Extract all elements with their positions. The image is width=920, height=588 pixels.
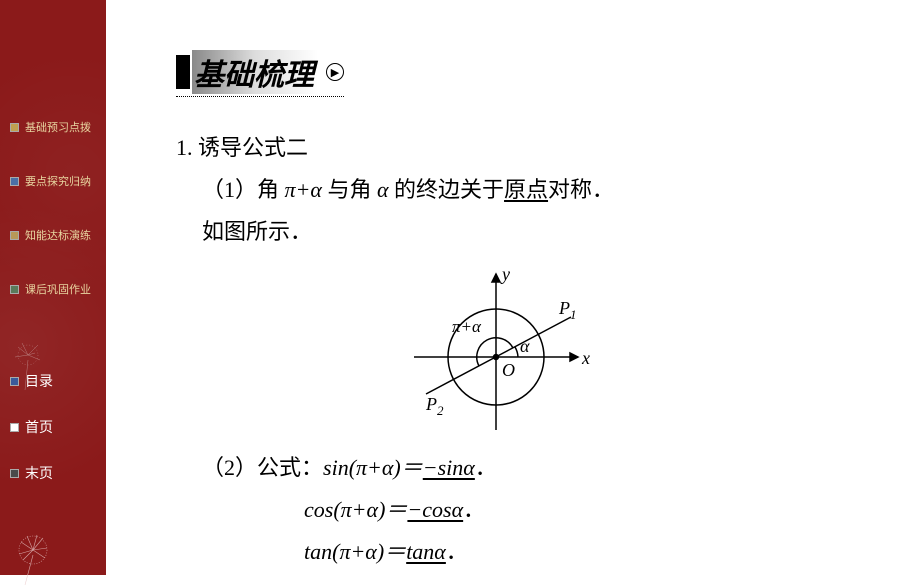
svg-text:α: α bbox=[520, 336, 530, 356]
content-area: 基础梳理 ▶ 1. 诱导公式二 （1）角 π+α 与角 α 的终边关于原点对称．… bbox=[106, 0, 920, 575]
nav-toc[interactable]: 目录 bbox=[0, 367, 106, 395]
formula-line-1: （2）公式：sin(π+α)＝−sinα． bbox=[202, 447, 920, 489]
sidebar-item-2[interactable]: 知能达标演练 bbox=[0, 223, 106, 247]
sidebar-item-label: 课后巩固作业 bbox=[25, 281, 91, 297]
sidebar-item-label: 知能达标演练 bbox=[25, 227, 91, 243]
formula-block: （2）公式：sin(π+α)＝−sinα． cos(π+α)＝−cosα． ta… bbox=[176, 447, 920, 572]
heading-bar-icon bbox=[176, 55, 190, 89]
play-arrow-icon: ▶ bbox=[326, 63, 344, 81]
sub-item-1: （1）角 π+α 与角 α 的终边关于原点对称． bbox=[202, 169, 920, 211]
bullet-icon bbox=[10, 123, 19, 132]
svg-text:π+α: π+α bbox=[452, 317, 482, 336]
bullet-icon bbox=[10, 285, 19, 294]
nav-label: 目录 bbox=[25, 371, 53, 391]
bullet-icon bbox=[10, 377, 19, 386]
item-title: 1. 诱导公式二 bbox=[176, 127, 920, 169]
sidebar-item-label: 基础预习点拨 bbox=[25, 119, 91, 135]
formula-line-3: tan(π+α)＝tanα． bbox=[304, 531, 920, 573]
sidebar-item-1[interactable]: 要点探究归纳 bbox=[0, 169, 106, 193]
sidebar-item-3[interactable]: 课后巩固作业 bbox=[0, 277, 106, 301]
nav-label: 末页 bbox=[25, 463, 53, 483]
bullet-icon bbox=[10, 177, 19, 186]
section-heading: 基础梳理 ▶ bbox=[176, 50, 344, 97]
sidebar: 基础预习点拨 要点探究归纳 知能达标演练 课后巩固作业 目录 首页 bbox=[0, 0, 106, 575]
sidebar-top-nav: 基础预习点拨 要点探究归纳 知能达标演练 课后巩固作业 bbox=[0, 115, 106, 301]
sidebar-item-label: 要点探究归纳 bbox=[25, 173, 91, 189]
svg-text:1: 1 bbox=[570, 307, 577, 322]
bullet-icon bbox=[10, 469, 19, 478]
formula-line-2: cos(π+α)＝−cosα． bbox=[304, 489, 920, 531]
nav-end[interactable]: 末页 bbox=[0, 459, 106, 487]
svg-text:P: P bbox=[558, 298, 570, 318]
bullet-icon bbox=[10, 423, 19, 432]
svg-text:x: x bbox=[581, 348, 590, 368]
nav-label: 首页 bbox=[25, 417, 53, 437]
svg-text:O: O bbox=[502, 360, 515, 380]
sidebar-main-nav: 目录 首页 末页 bbox=[0, 367, 106, 505]
bullet-icon bbox=[10, 231, 19, 240]
heading-text: 基础梳理 bbox=[192, 50, 318, 94]
svg-text:y: y bbox=[500, 264, 510, 284]
svg-text:2: 2 bbox=[437, 403, 444, 418]
unit-circle-diagram: O α π+α x y P 1 P 2 bbox=[396, 262, 920, 437]
sidebar-item-0[interactable]: 基础预习点拨 bbox=[0, 115, 106, 139]
nav-home[interactable]: 首页 bbox=[0, 413, 106, 441]
svg-text:P: P bbox=[425, 394, 437, 414]
dandelion-decoration-icon bbox=[5, 525, 65, 585]
body-text: 1. 诱导公式二 （1）角 π+α 与角 α 的终边关于原点对称． 如图所示． bbox=[176, 127, 920, 252]
sub-item-1-line2: 如图所示． bbox=[202, 211, 920, 253]
